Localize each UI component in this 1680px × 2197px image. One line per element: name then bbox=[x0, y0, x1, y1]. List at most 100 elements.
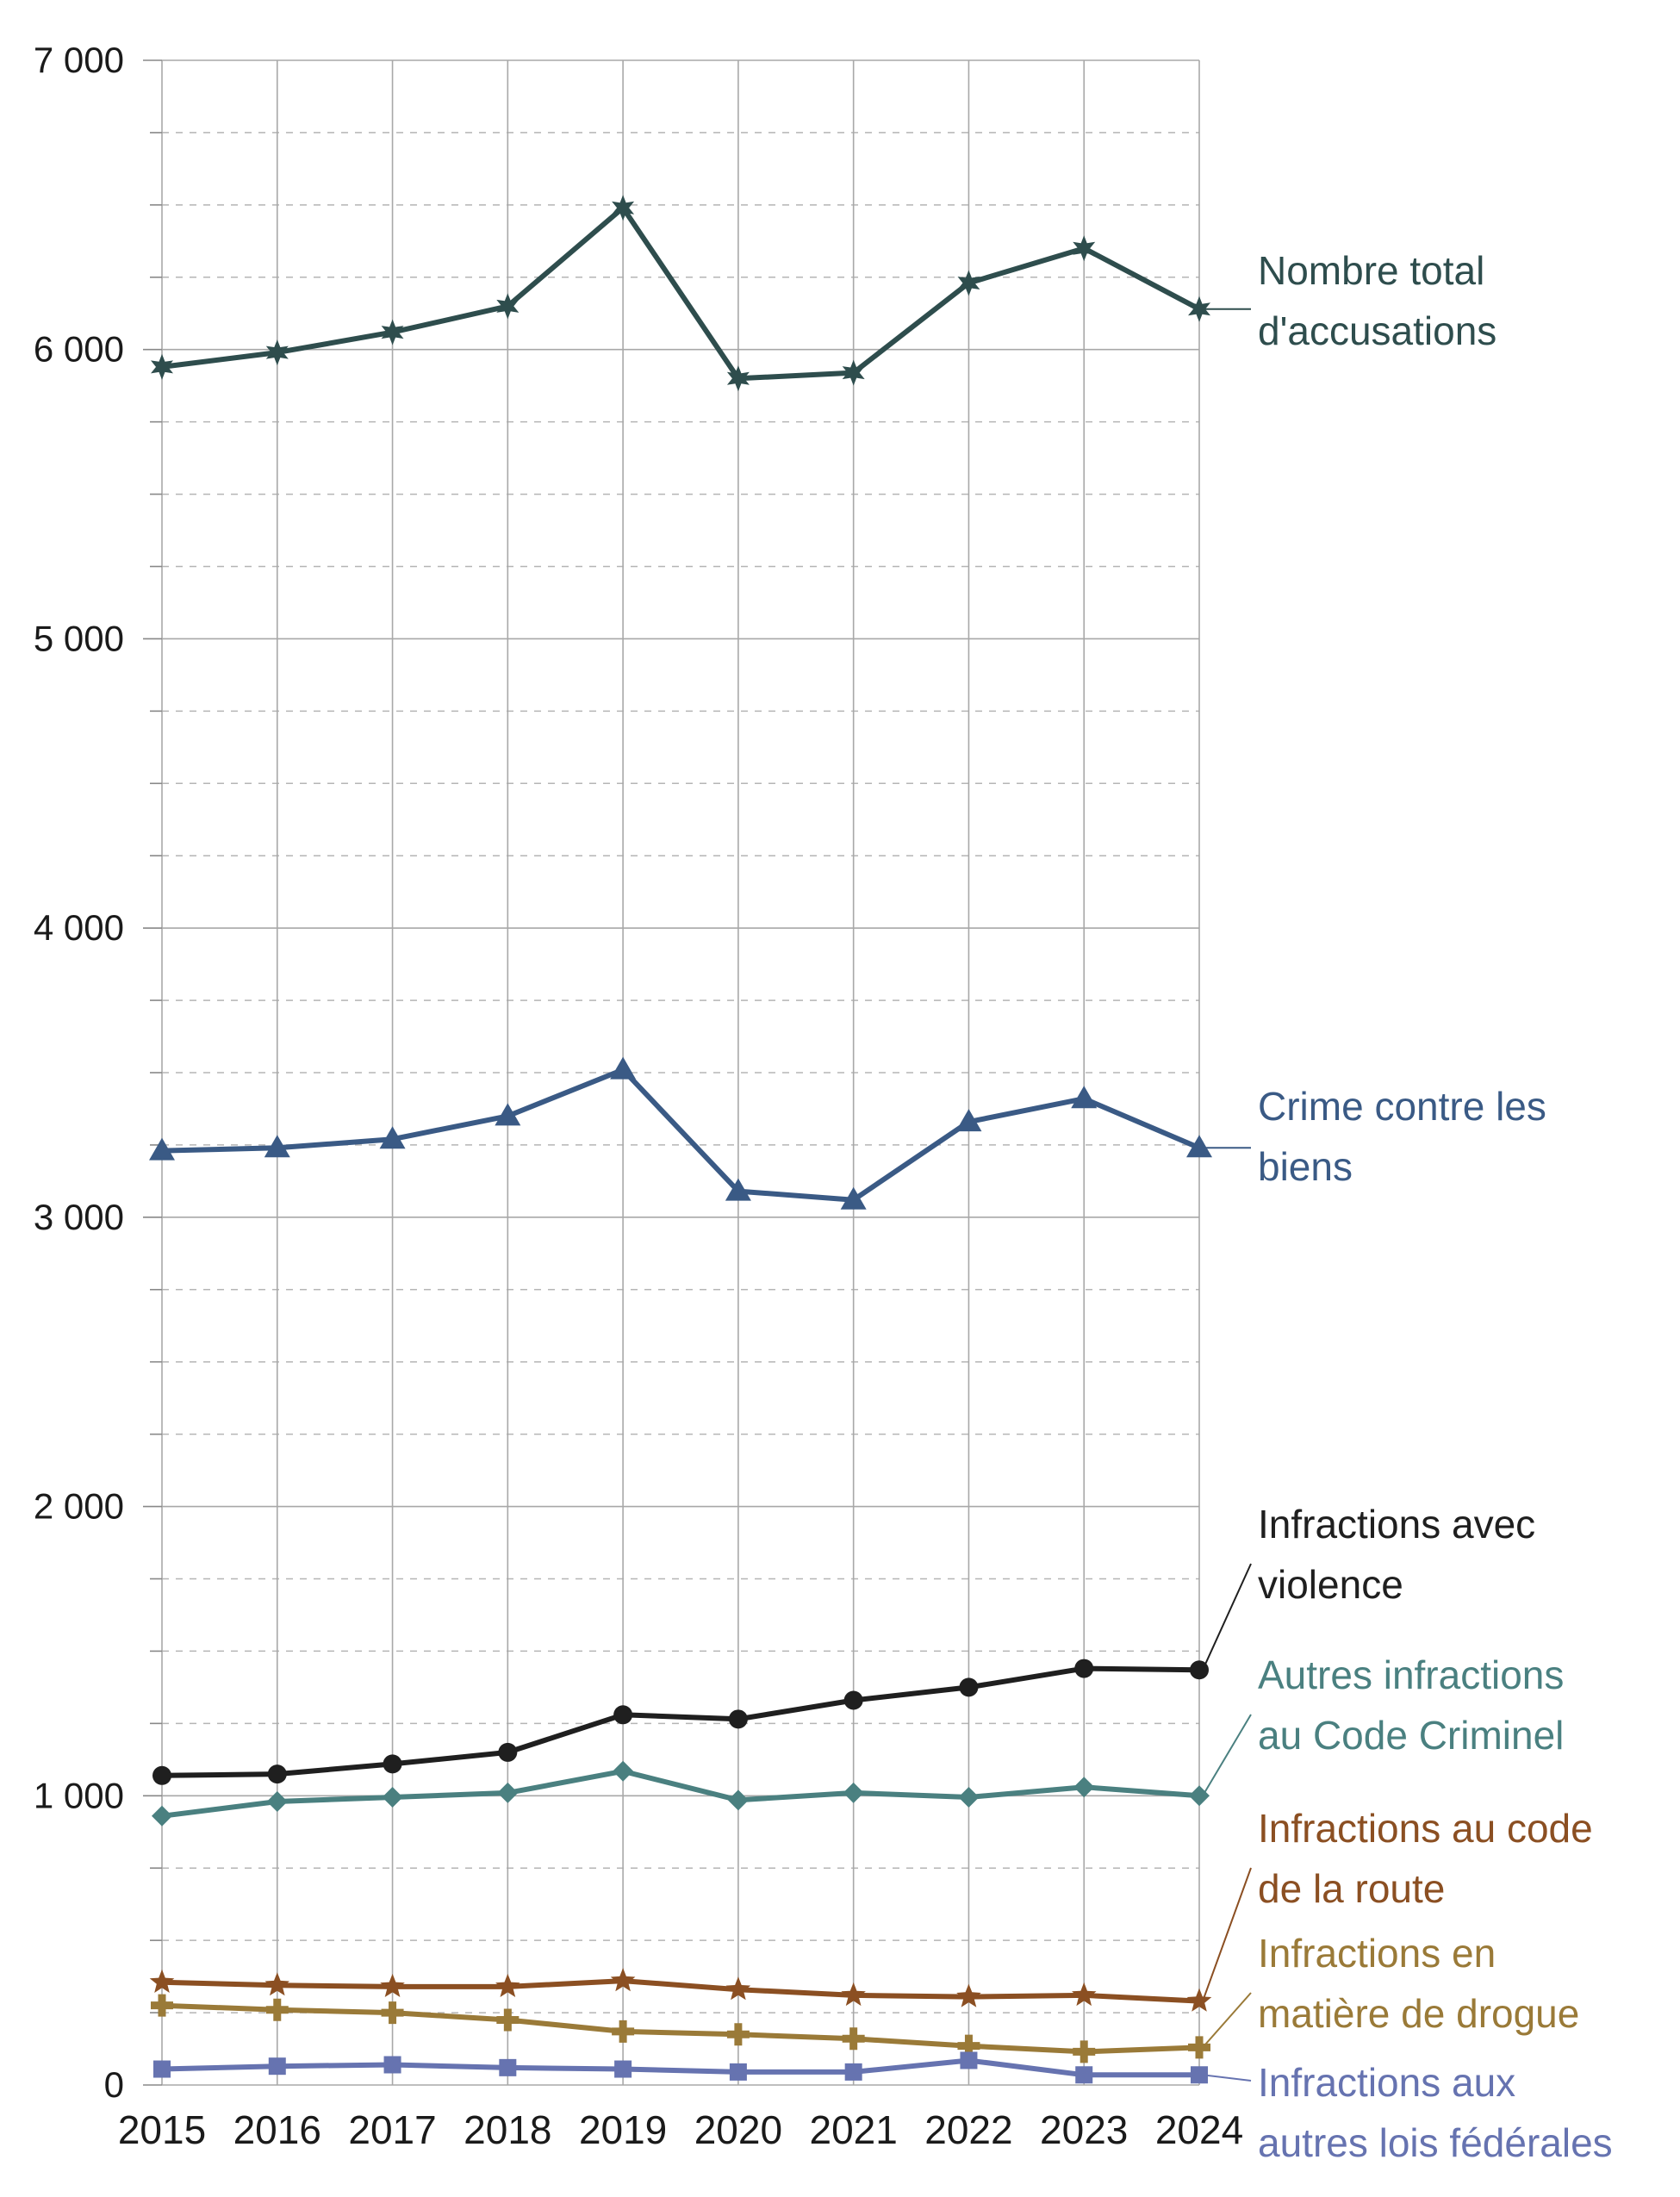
series-labels: Nombre total d'accusations Crime contre le… bbox=[1199, 248, 1613, 2165]
data-point-property bbox=[495, 1103, 521, 1126]
data-point-drugs bbox=[842, 2027, 865, 2051]
data-point-drugs bbox=[381, 2001, 404, 2025]
data-point-drugs bbox=[265, 1998, 289, 2021]
series-label-federal: Infractions aux autres lois fédérales bbox=[1202, 2060, 1613, 2165]
data-point-violent bbox=[959, 1677, 979, 1697]
series-line-violent bbox=[159, 1665, 1202, 1778]
x-tick-label: 2015 bbox=[118, 2107, 206, 2152]
series-label-line: Autres infractions bbox=[1258, 1652, 1564, 1697]
data-point-federal bbox=[499, 2058, 517, 2076]
label-connector bbox=[1202, 2074, 1252, 2082]
label-connector bbox=[1202, 1714, 1252, 1796]
data-point-traffic bbox=[956, 1983, 981, 2007]
data-point-property bbox=[840, 1186, 867, 1210]
series-drugs bbox=[151, 1994, 1210, 2063]
data-point-violent bbox=[498, 1742, 518, 1762]
data-point-property bbox=[264, 1135, 290, 1158]
data-point-other_cc bbox=[727, 1789, 749, 1811]
data-point-traffic bbox=[1072, 1982, 1097, 2007]
y-tick-label: 6 000 bbox=[34, 329, 124, 370]
y-tick-label: 5 000 bbox=[34, 618, 124, 658]
data-point-federal bbox=[268, 2057, 286, 2076]
data-point-total bbox=[381, 319, 404, 345]
series-label-line: d'accusations bbox=[1258, 308, 1496, 353]
data-point-violent bbox=[1074, 1659, 1094, 1678]
data-point-drugs bbox=[1073, 2040, 1096, 2063]
data-point-property bbox=[725, 1178, 751, 1201]
data-point-total bbox=[265, 339, 289, 366]
series-label-other_cc: Autres infractions au Code Criminel bbox=[1202, 1652, 1564, 1796]
series-label-line: Nombre total bbox=[1258, 248, 1484, 293]
x-tick-label: 2016 bbox=[233, 2107, 321, 2152]
grid bbox=[161, 59, 1200, 2086]
data-point-violent bbox=[152, 1765, 171, 1785]
data-point-other_cc bbox=[382, 1786, 403, 1808]
data-point-traffic bbox=[495, 1973, 520, 1997]
label-connector bbox=[1202, 1992, 1252, 2049]
data-point-federal bbox=[844, 2063, 862, 2081]
data-point-property bbox=[610, 1056, 637, 1080]
x-tick-label: 2017 bbox=[348, 2107, 436, 2152]
series-label-line: matière de drogue bbox=[1258, 1991, 1579, 2036]
data-point-violent bbox=[613, 1705, 633, 1725]
series-label-line: de la route bbox=[1258, 1866, 1445, 1911]
data-point-drugs bbox=[496, 2008, 520, 2032]
data-point-total bbox=[151, 353, 173, 380]
y-tick-label: 2 000 bbox=[34, 1486, 124, 1527]
series-other_cc bbox=[152, 1760, 1210, 1827]
data-point-federal bbox=[153, 2060, 171, 2078]
y-tick-label: 0 bbox=[104, 2064, 124, 2105]
label-connector bbox=[1202, 1563, 1252, 1671]
series-line-drugs bbox=[159, 2002, 1202, 2055]
series-label-line: Infractions avec bbox=[1258, 1502, 1535, 1547]
x-tick-label: 2024 bbox=[1155, 2107, 1243, 2152]
data-point-federal bbox=[614, 2060, 632, 2078]
data-point-traffic bbox=[264, 1972, 289, 1996]
data-point-traffic bbox=[149, 1969, 175, 1993]
data-point-federal bbox=[729, 2063, 747, 2081]
data-point-federal bbox=[383, 2056, 401, 2074]
data-point-drugs bbox=[1188, 2036, 1210, 2059]
series-line-federal bbox=[159, 2057, 1202, 2078]
data-point-other_cc bbox=[1189, 1785, 1210, 1807]
data-point-drugs bbox=[151, 1994, 173, 2017]
series-label-line: biens bbox=[1258, 1144, 1353, 1189]
series-property bbox=[149, 1056, 1212, 1210]
series-label-violent: Infractions avec violence bbox=[1202, 1502, 1535, 1671]
data-point-federal bbox=[1191, 2066, 1208, 2084]
data-point-violent bbox=[843, 1690, 863, 1710]
series-label-total: Nombre total d'accusations bbox=[1199, 248, 1496, 353]
data-point-property bbox=[1186, 1135, 1212, 1158]
series-line-property bbox=[159, 1067, 1202, 1203]
series-line-other_cc bbox=[159, 1768, 1202, 1819]
series-federal bbox=[153, 2051, 1208, 2084]
data-point-other_cc bbox=[613, 1760, 634, 1782]
data-point-violent bbox=[267, 1764, 287, 1784]
series-label-line: Infractions en bbox=[1258, 1931, 1496, 1976]
data-point-other_cc bbox=[958, 1786, 980, 1808]
data-point-other_cc bbox=[843, 1782, 864, 1803]
data-point-other_cc bbox=[152, 1805, 172, 1827]
series-line-total bbox=[159, 205, 1202, 382]
series-label-line: Infractions au code bbox=[1258, 1806, 1593, 1851]
y-tick-label: 4 000 bbox=[34, 907, 124, 948]
data-point-other_cc bbox=[497, 1782, 519, 1803]
x-tick-label: 2019 bbox=[579, 2107, 667, 2152]
data-point-traffic bbox=[610, 1968, 636, 1992]
data-point-total bbox=[496, 293, 520, 320]
series-label-line: Infractions aux bbox=[1258, 2060, 1515, 2105]
data-point-property bbox=[379, 1126, 406, 1149]
series-label-line: autres lois fédérales bbox=[1258, 2120, 1613, 2165]
series-label-drugs: Infractions en matière de drogue bbox=[1202, 1931, 1579, 2049]
data-point-total bbox=[726, 365, 750, 392]
data-point-total bbox=[1073, 235, 1096, 262]
x-tick-label: 2021 bbox=[809, 2107, 897, 2152]
data-point-total bbox=[842, 359, 865, 386]
data-point-total bbox=[957, 270, 980, 296]
y-tick-label: 7 000 bbox=[34, 40, 124, 80]
data-point-total bbox=[612, 195, 635, 221]
data-point-traffic bbox=[380, 1973, 405, 1997]
series-traffic bbox=[149, 1968, 1212, 2012]
series-label-line: au Code Criminel bbox=[1258, 1713, 1564, 1758]
